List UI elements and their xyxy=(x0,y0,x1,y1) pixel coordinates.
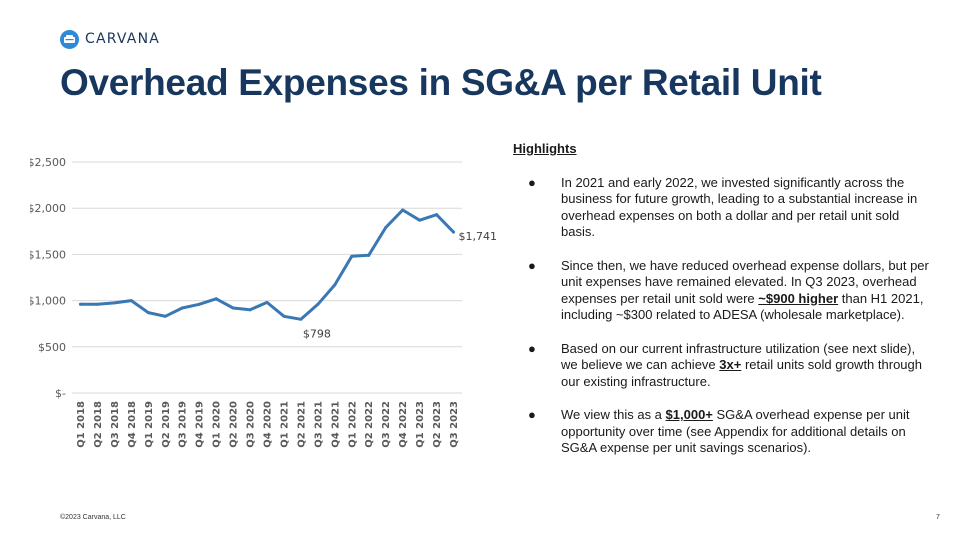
x-tick-label: Q2 2019 xyxy=(161,401,172,448)
emphasis-900-higher: ~$900 higher xyxy=(758,290,839,306)
x-tick-label: Q4 2022 xyxy=(398,401,409,448)
highlights-heading: Highlights xyxy=(513,141,577,156)
x-tick-label: Q4 2018 xyxy=(127,401,138,448)
y-tick-label: $2,500 xyxy=(30,156,66,169)
data-point xyxy=(452,230,456,234)
chart-canvas: $- $500 $1,000 $1,500 $2,000 $2,500 Q1 2018 Q2 … xyxy=(30,156,498,448)
y-tick-label: $1,500 xyxy=(30,248,66,261)
x-tick-label: Q3 2019 xyxy=(178,401,189,448)
highlights-panel: Highlights ● In 2021 and early 2022, we … xyxy=(513,141,933,474)
x-tick-label: Q1 2020 xyxy=(212,401,223,448)
bullet-marker: ● xyxy=(528,257,536,273)
emphasis-3x: 3x+ xyxy=(719,357,742,372)
x-tick-label: Q3 2018 xyxy=(110,401,121,448)
y-tick-label: $- xyxy=(55,387,66,400)
x-tick-label: Q4 2021 xyxy=(330,401,341,448)
data-point xyxy=(316,302,320,306)
data-label: $798 xyxy=(303,327,331,340)
data-point xyxy=(384,226,388,230)
data-point xyxy=(367,253,371,257)
x-tick-label: Q2 2023 xyxy=(432,401,443,448)
x-tick-label: Q2 2021 xyxy=(296,401,307,448)
copyright: ©2023 Carvana, LLC xyxy=(60,514,126,521)
bullet-item: ● Since then, we have reduced overhead e… xyxy=(513,258,933,324)
data-point xyxy=(401,208,405,212)
data-point xyxy=(214,297,218,301)
x-tick-label: Q3 2020 xyxy=(246,401,257,448)
bullet-text: In 2021 and early 2022, we invested sign… xyxy=(561,174,918,240)
data-point xyxy=(265,300,269,304)
x-tick-label: Q2 2022 xyxy=(364,401,375,448)
x-tick-label: Q3 2023 xyxy=(449,401,460,448)
page-number: 7 xyxy=(936,514,940,521)
data-point xyxy=(146,311,150,315)
page-title: Overhead Expenses in SG&A per Retail Uni… xyxy=(60,62,822,103)
bullet-marker: ● xyxy=(528,407,536,422)
emphasis-1000-plus: $1,000+ xyxy=(665,407,713,422)
data-point xyxy=(78,302,82,306)
bullet-text: Based on our current infrastructure util… xyxy=(561,340,922,389)
bullet-text: We view this as a $1,000+ SG&A overhead … xyxy=(561,407,910,455)
y-tick-label: $1,000 xyxy=(30,295,66,308)
data-point xyxy=(350,254,354,258)
bullet-marker: ● xyxy=(528,174,536,190)
x-tick-label: Q2 2018 xyxy=(93,401,104,448)
data-point xyxy=(435,213,439,217)
data-point xyxy=(299,317,303,321)
data-point xyxy=(163,314,167,318)
data-point xyxy=(418,218,422,222)
data-point xyxy=(112,301,116,305)
data-point xyxy=(129,299,133,303)
carvana-logo: CARVANA xyxy=(60,29,160,49)
x-tick-label: Q3 2022 xyxy=(381,401,392,448)
y-tick-label: $500 xyxy=(38,341,66,354)
x-tick-label: Q3 2021 xyxy=(313,401,324,448)
data-point xyxy=(333,283,337,287)
overhead-line-chart: $- $500 $1,000 $1,500 $2,000 $2,500 Q1 2018 Q2 … xyxy=(30,140,510,470)
x-tick-label: Q4 2020 xyxy=(263,401,274,448)
x-tick-label: Q1 2019 xyxy=(144,401,155,448)
x-tick-label: Q2 2020 xyxy=(229,401,240,448)
x-tick-label: Q1 2023 xyxy=(415,401,426,448)
x-tick-label: Q4 2019 xyxy=(195,401,206,448)
data-point xyxy=(248,308,252,312)
car-icon xyxy=(60,29,79,49)
x-tick-label: Q1 2022 xyxy=(347,401,358,448)
data-point xyxy=(180,306,184,310)
x-tick-label: Q1 2018 xyxy=(76,401,87,448)
bullet-item: ● Based on our current infrastructure ut… xyxy=(513,341,933,391)
y-tick-label: $2,000 xyxy=(30,202,66,215)
data-point xyxy=(95,302,99,306)
bullet-text: Since then, we have reduced overhead exp… xyxy=(561,257,929,323)
x-tick-label: Q1 2021 xyxy=(279,401,290,448)
bullet-marker: ● xyxy=(528,340,536,356)
brand-name: CARVANA xyxy=(85,31,161,47)
data-point xyxy=(197,302,201,306)
data-point xyxy=(231,306,235,310)
data-label: $1,741 xyxy=(459,230,498,243)
data-point xyxy=(282,314,286,318)
bullet-item: ● We view this as a $1,000+ SG&A overhea… xyxy=(513,407,933,457)
bullet-item: ● In 2021 and early 2022, we invested si… xyxy=(513,175,933,241)
